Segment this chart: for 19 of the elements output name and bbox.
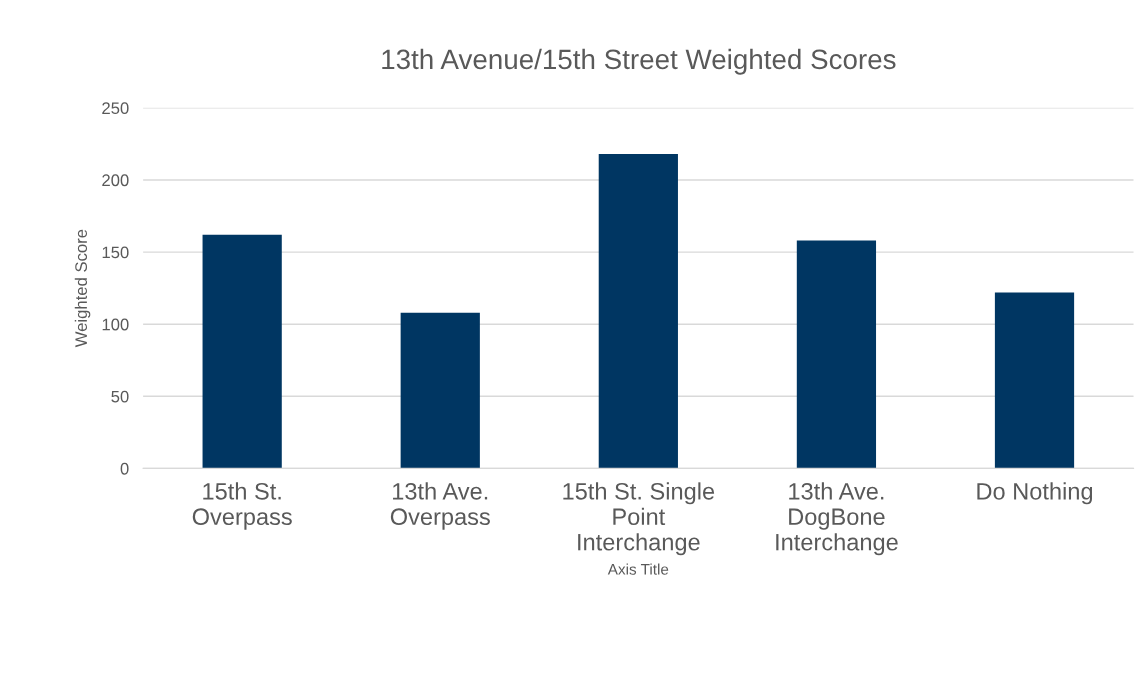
bar — [400, 312, 480, 469]
bar — [202, 234, 282, 469]
y-tick-label: 50 — [111, 390, 129, 403]
x-axis-title: Axis Title — [607, 563, 669, 575]
x-tick-label: 15th St. Single Point Interchange — [563, 482, 715, 556]
x-tick-label: Do Nothing — [977, 482, 1093, 505]
y-tick-label: 200 — [102, 174, 129, 187]
y-tick-label: 150 — [102, 246, 129, 259]
bar — [598, 154, 678, 469]
y-tick-label: 0 — [120, 462, 129, 475]
x-tick-label: 15th St. Overpass — [192, 482, 292, 530]
y-tick-label: 100 — [102, 318, 129, 331]
bar — [796, 240, 877, 469]
x-tick-label: 13th Ave. Overpass — [390, 482, 490, 530]
x-tick-label: 13th Ave. DogBone Interchange — [776, 482, 898, 556]
y-axis-title: Weighted Score — [74, 229, 91, 348]
y-tick-label: 250 — [102, 102, 129, 115]
chart-title: 13th Avenue/15th Street Weighted Scores — [382, 48, 896, 75]
bar — [994, 292, 1075, 469]
